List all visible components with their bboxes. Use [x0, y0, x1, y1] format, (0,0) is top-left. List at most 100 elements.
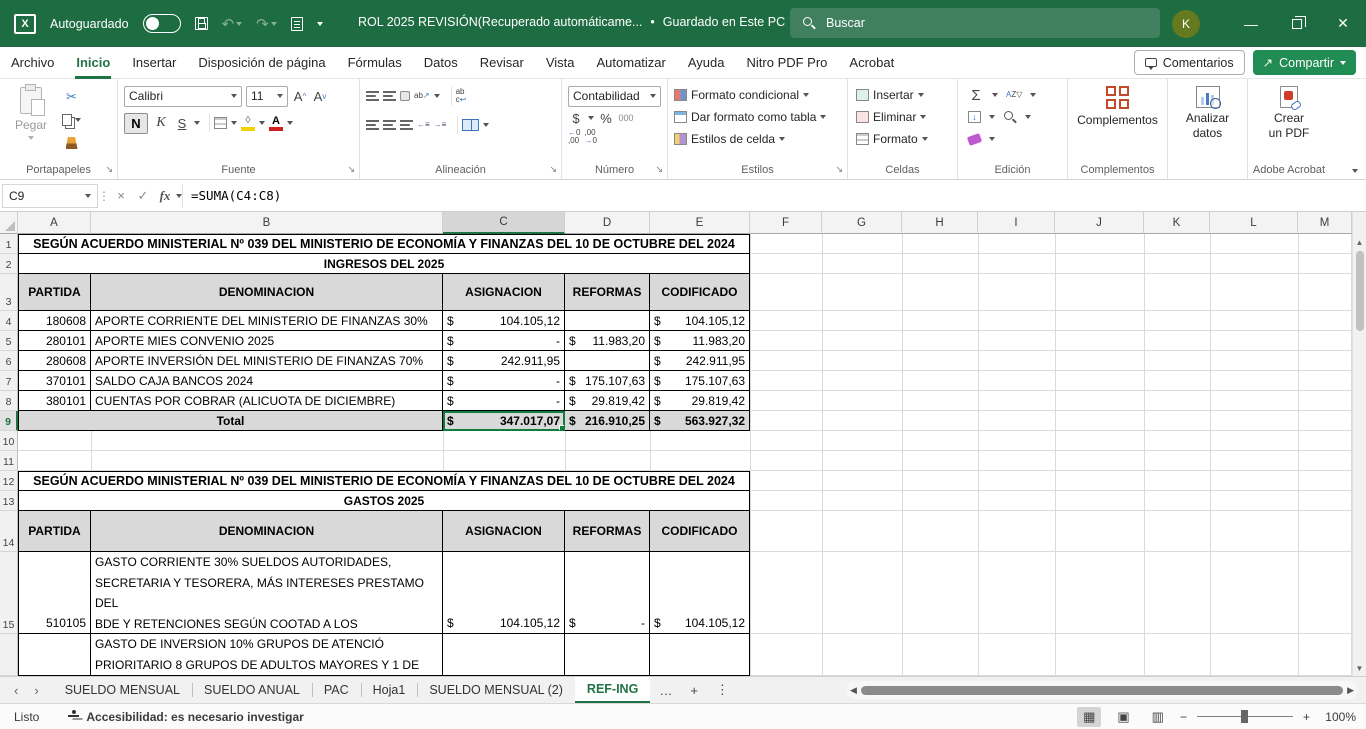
conditional-format-button[interactable]: Formato condicional	[674, 84, 847, 106]
col-header-G[interactable]: G	[822, 212, 902, 234]
insert-function-icon[interactable]: fx	[159, 187, 171, 203]
number-format-select[interactable]: Contabilidad	[568, 85, 661, 107]
col-header-D[interactable]: D	[565, 212, 650, 234]
wrap-text-icon[interactable]: ab c↩	[455, 87, 467, 104]
row-header-10[interactable]: 10	[0, 431, 18, 451]
row-header-14[interactable]: 14	[0, 511, 18, 552]
col-header-K[interactable]: K	[1144, 212, 1210, 234]
cell-A5[interactable]: 280101	[18, 331, 91, 351]
collapse-ribbon-icon[interactable]	[1352, 169, 1358, 173]
align-right-icon[interactable]	[400, 120, 413, 130]
save-icon[interactable]	[194, 17, 208, 30]
empty-cells[interactable]	[750, 371, 1352, 391]
page-break-view-icon[interactable]: ▥	[1151, 708, 1164, 724]
avatar[interactable]: K	[1172, 9, 1200, 38]
cell-C16[interactable]	[443, 634, 565, 676]
cell-D7[interactable]: $175.107,63	[565, 371, 650, 391]
cell-B5[interactable]: APORTE MIES CONVENIO 2025	[91, 331, 443, 351]
autosum-icon[interactable]: Σ	[971, 86, 981, 104]
row-header-15[interactable]: 15	[0, 552, 18, 634]
cell-D16[interactable]	[565, 634, 650, 676]
cell-E3[interactable]: CODIFICADO	[650, 274, 750, 311]
tab-revisar[interactable]: Revisar	[479, 55, 524, 70]
enter-formula-icon[interactable]: ✓	[137, 187, 149, 203]
currency-format-icon[interactable]: $	[572, 110, 580, 126]
empty-cells[interactable]	[750, 234, 1352, 254]
cell-C6[interactable]: $242.911,95	[443, 351, 565, 371]
empty-cells[interactable]	[750, 274, 1352, 311]
sheet-tab-sueldo-mensual-2[interactable]: SUELDO MENSUAL (2)	[417, 677, 575, 703]
name-box[interactable]: C9	[2, 183, 98, 208]
decrease-decimal-icon[interactable]: ,00 →0	[584, 128, 597, 145]
empty-cells[interactable]	[750, 491, 1352, 511]
cell-E16[interactable]	[650, 634, 750, 676]
cell-A4[interactable]: 180608	[18, 311, 91, 331]
addins-button[interactable]: Complementos	[1068, 84, 1167, 128]
col-header-L[interactable]: L	[1210, 212, 1298, 234]
vertical-scroll-thumb[interactable]	[1355, 251, 1364, 331]
saved-status[interactable]: Guardado en Este PC	[662, 15, 786, 29]
cell-C9-selected[interactable]: $347.017,07	[443, 411, 565, 431]
tab-formulas[interactable]: Fórmulas	[347, 55, 402, 70]
increase-decimal-icon[interactable]: ←0 ,00	[568, 128, 581, 145]
col-header-H[interactable]: H	[902, 212, 978, 234]
bold-button[interactable]: N	[124, 112, 148, 134]
sheet-tab-pac[interactable]: PAC	[311, 677, 361, 703]
print-preview-icon[interactable]	[290, 16, 303, 31]
tab-acrobat[interactable]: Acrobat	[849, 55, 895, 70]
cell-A8[interactable]: 380101	[18, 391, 91, 411]
col-header-E[interactable]: E	[650, 212, 750, 234]
vertical-scrollbar[interactable]: ▲ ▼	[1352, 212, 1366, 676]
cell-styles-button[interactable]: Estilos de celda	[674, 128, 847, 150]
fill-icon[interactable]: ↓	[968, 111, 981, 123]
cell-A2-subtitle[interactable]: INGRESOS DEL 2025	[18, 254, 750, 274]
comments-button[interactable]: Comentarios	[1133, 50, 1245, 75]
cell-A16[interactable]	[18, 634, 91, 676]
normal-view-icon[interactable]: ▦	[1077, 706, 1102, 727]
empty-cells[interactable]	[750, 471, 1352, 491]
sheet-tab-hoja1[interactable]: Hoja1	[360, 677, 418, 703]
restore-button[interactable]	[1274, 0, 1320, 47]
row-header-7[interactable]: 7	[0, 371, 18, 391]
font-size-select[interactable]: 11	[246, 85, 288, 107]
insert-cells-button[interactable]: Insertar	[856, 84, 957, 106]
cell-E9[interactable]: $563.927,32	[650, 411, 750, 431]
grow-font-icon[interactable]: A ^	[293, 88, 307, 104]
search-input[interactable]: Buscar	[790, 8, 1160, 38]
styles-dialog-launcher-icon[interactable]: ↘	[835, 164, 843, 174]
cell-E15[interactable]: $104.105,12	[650, 552, 750, 634]
align-bottom-icon[interactable]	[400, 91, 410, 101]
row-header-12[interactable]: 12	[0, 471, 18, 491]
borders-icon[interactable]	[214, 117, 227, 129]
cell-A7[interactable]: 370101	[18, 371, 91, 391]
empty-cells[interactable]	[750, 254, 1352, 274]
cell-B16[interactable]: GASTO DE INVERSION 10% GRUPOS DE ATENCIÓ…	[91, 634, 443, 676]
create-pdf-button[interactable]: Crear un PDF	[1248, 84, 1330, 141]
sheet-tab-sueldo-anual[interactable]: SUELDO ANUAL	[192, 677, 312, 703]
merge-center-icon[interactable]	[462, 119, 480, 131]
cell-C4[interactable]: $104.105,12	[443, 311, 565, 331]
undo-icon[interactable]: ↶	[222, 15, 243, 33]
cell-D9[interactable]: $216.910,25	[565, 411, 650, 431]
analyze-data-button[interactable]: Analizar datos	[1168, 84, 1247, 141]
cell-A14[interactable]: PARTIDA	[18, 511, 91, 552]
cell-A12-title[interactable]: SEGÚN ACUERDO MINISTERIAL Nº 039 DEL MIN…	[18, 471, 750, 491]
row-header-5[interactable]: 5	[0, 331, 18, 351]
cell-C7[interactable]: $ -	[443, 371, 565, 391]
more-sheets-icon[interactable]: …	[659, 682, 673, 698]
add-sheet-icon[interactable]: +	[690, 682, 698, 698]
cell-B8[interactable]: CUENTAS POR COBRAR (ALICUOTA DE DICIEMBR…	[91, 391, 443, 411]
col-header-M[interactable]: M	[1298, 212, 1352, 234]
decrease-indent-icon[interactable]: ←≡	[417, 120, 430, 129]
cell-C5[interactable]: $ -	[443, 331, 565, 351]
cell-B4[interactable]: APORTE CORRIENTE DEL MINISTERIO DE FINAN…	[91, 311, 443, 331]
col-header-C[interactable]: C	[443, 212, 565, 234]
empty-cells[interactable]	[750, 634, 1352, 676]
cell-C8[interactable]: $ -	[443, 391, 565, 411]
sheet-next-icon[interactable]: ›	[34, 682, 39, 698]
tab-ayuda[interactable]: Ayuda	[687, 55, 725, 70]
cell-D15[interactable]: $ -	[565, 552, 650, 634]
minimize-button[interactable]: —	[1244, 15, 1258, 32]
share-button[interactable]: ↗ Compartir	[1252, 50, 1356, 75]
underline-button[interactable]: S	[177, 115, 187, 131]
